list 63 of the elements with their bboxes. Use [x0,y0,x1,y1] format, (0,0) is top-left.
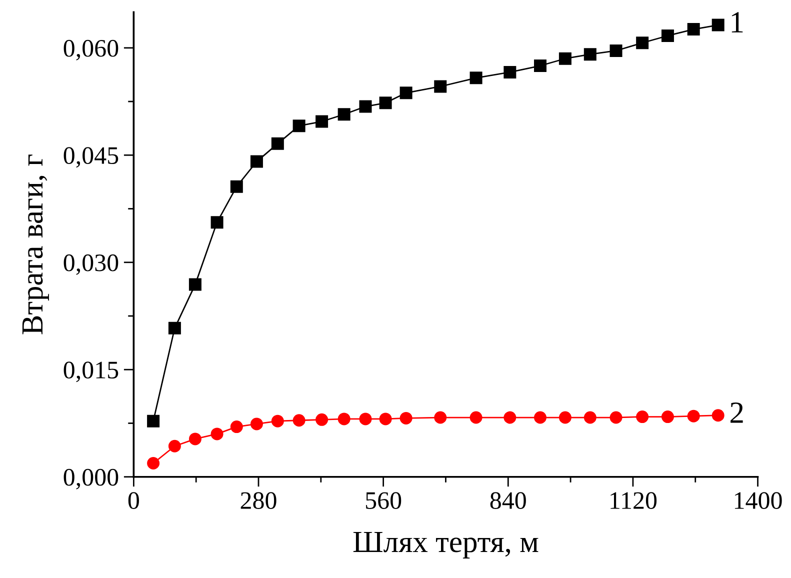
point [168,440,181,452]
point [188,278,202,291]
point [636,410,649,424]
x-tick-label: 1120 [610,492,657,510]
point [147,457,160,470]
x-tick-label: 280 [240,492,276,510]
point [687,410,700,422]
point [400,86,412,100]
series-label: 1 [732,12,743,32]
point [292,414,306,427]
point [338,412,350,426]
x-tick-label: 560 [366,492,402,510]
point [379,412,392,426]
point [434,80,447,93]
point [400,412,412,424]
point [250,418,263,430]
x-tick-label: 0 [128,492,139,510]
point [558,52,572,65]
point [636,36,649,50]
y-tick-label: 0,000 [64,468,118,490]
point [584,411,596,424]
point [470,72,482,84]
point [316,115,328,128]
point [292,120,306,132]
point [230,180,243,193]
point [338,108,350,121]
x-tick-label: 1400 [734,492,782,510]
point [470,411,482,424]
point [558,411,572,424]
point [379,96,392,110]
point [230,420,243,434]
point [610,411,622,424]
point [712,409,724,422]
point [504,411,516,424]
point [210,428,224,440]
point [661,410,674,424]
y-tick-label: 0,030 [64,254,118,275]
point [359,100,372,113]
series-label: 2 [730,402,743,423]
point [359,412,372,426]
y-tick-label: 0,045 [64,147,118,168]
y-tick-label: 0,060 [64,40,118,60]
point [610,44,622,57]
point [584,48,596,61]
point [250,155,263,168]
y-tick-label: 0,015 [64,362,118,382]
y-axis-title: Втрата ваги, г [22,154,49,334]
point [271,137,284,150]
point [168,322,181,334]
point [434,411,447,424]
point [534,411,546,424]
point [534,60,546,72]
point [712,18,724,32]
point [316,413,328,426]
point [188,432,202,446]
x-axis-title: Шлях тертя, м [353,532,538,558]
point [504,66,516,78]
x-tick-label: 840 [490,492,526,510]
point [687,23,700,36]
point [271,414,284,428]
point [661,29,674,42]
point [147,414,160,428]
point [210,216,224,229]
